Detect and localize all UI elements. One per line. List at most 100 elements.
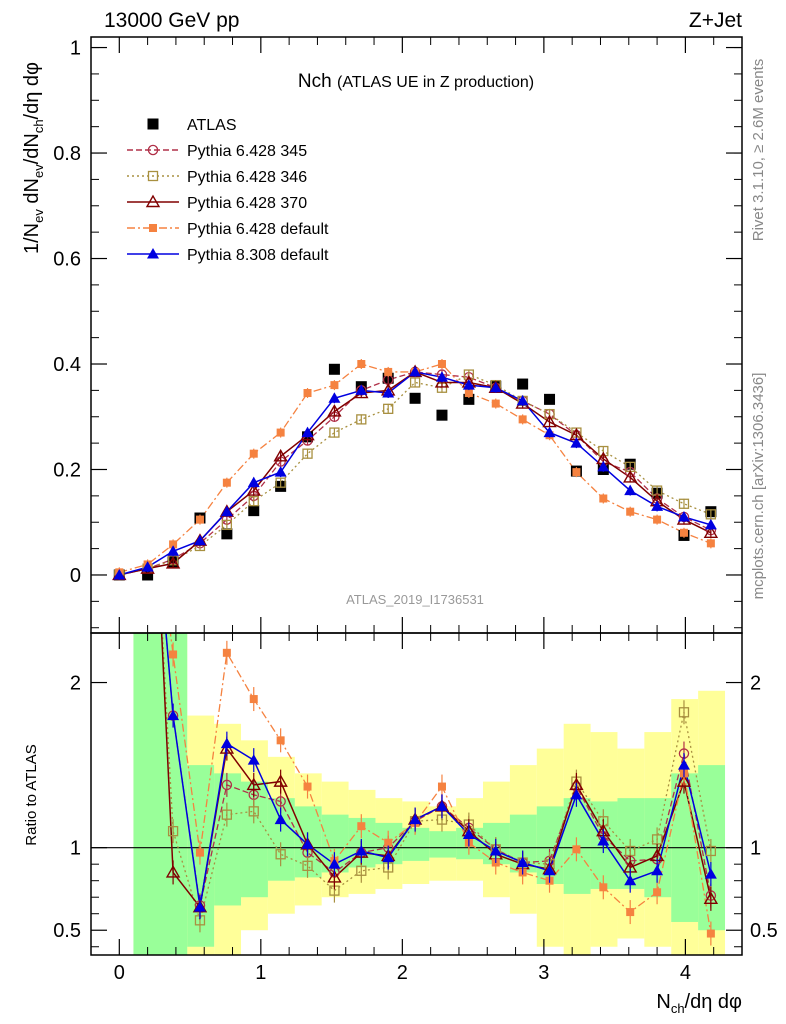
main-point-p346 — [409, 377, 421, 388]
band-green — [267, 798, 295, 881]
main-point-data — [328, 363, 340, 375]
ratio-point-p6def — [249, 695, 258, 704]
analysis-id-label: ATLAS_2019_I1736531 — [346, 592, 484, 607]
main-point-p8def — [704, 518, 717, 530]
plot-title-main: Nch — [298, 71, 332, 92]
main-point-p346 — [302, 448, 313, 459]
main-point-p8def — [382, 387, 395, 398]
main-point-p8def — [624, 484, 637, 496]
ratio-ytick-label-left: 1 — [70, 838, 81, 860]
main-point-data — [221, 528, 233, 540]
plot-title: Nch (ATLAS UE in Z production) — [298, 71, 534, 92]
main-point-p8def — [355, 384, 368, 395]
main-point-data — [436, 409, 448, 421]
ratio-line-p346 — [161, 633, 712, 923]
xtick-label: 0 — [114, 962, 125, 984]
main-point-p6def — [653, 515, 662, 524]
main-point-p8def — [274, 466, 287, 477]
legend-marker-p345 — [147, 144, 159, 156]
legend-marker-p370 — [145, 194, 161, 208]
ratio-point-p8def — [301, 838, 314, 849]
main-ytick-label: 0.4 — [53, 354, 81, 376]
main-point-p346 — [678, 498, 690, 509]
ratio-ytick-label-left: 2 — [70, 673, 81, 695]
plot-title-sub: (ATLAS UE in Z production) — [337, 74, 534, 91]
ratio-point-p370 — [273, 774, 288, 787]
ratio-point-p6def — [357, 822, 366, 831]
main-point-p8def — [435, 371, 448, 382]
ratio-point-p370 — [327, 869, 342, 883]
main-point-p8def — [141, 561, 154, 572]
ratio-point-p8def — [651, 864, 664, 876]
ratio-point-p345 — [221, 779, 233, 791]
main-panel — [112, 359, 719, 581]
main-point-p370 — [622, 469, 638, 483]
main-point-p6def — [357, 360, 366, 369]
main-point-p8def — [462, 379, 475, 390]
ratio-point-p8def — [570, 788, 583, 800]
main-point-p8def — [328, 392, 341, 403]
ratio-point-p8def — [543, 864, 556, 876]
ratio-point-p370 — [165, 865, 181, 878]
ratio-point-p8def — [193, 901, 206, 912]
ratio-point-p6def — [276, 736, 285, 745]
main-point-p6def — [169, 540, 178, 549]
main-point-p6def — [303, 389, 312, 398]
band-green — [429, 831, 457, 858]
ratio-point-p8def — [624, 874, 637, 886]
ratio-point-p8def — [516, 856, 529, 868]
ratio-point-p6def — [706, 929, 715, 938]
ratio-point-p8def — [704, 868, 717, 879]
ratio-point-p370 — [246, 777, 261, 791]
ratio-point-p6def — [303, 782, 312, 791]
ratio-point-p370 — [703, 891, 719, 905]
ratio-frame — [90, 632, 743, 956]
ratio-point-p6def — [195, 848, 204, 857]
xtick-label: 2 — [397, 962, 408, 984]
legend-marker-p346 — [147, 170, 159, 182]
main-point-p346 — [705, 509, 717, 520]
rivet-label: Rivet 3.1.10, ≥ 2.6M events — [750, 59, 767, 242]
main-point-p370 — [246, 483, 261, 496]
main-point-p370 — [273, 448, 288, 462]
energy-label: 13000 GeV pp — [104, 9, 239, 32]
main-point-p8def — [570, 437, 583, 448]
ratio-uncertainty-bands — [133, 633, 726, 955]
ratio-point-p8def — [677, 759, 690, 770]
band-green — [241, 781, 268, 898]
main-point-p6def — [572, 468, 581, 477]
ratio-ytick-label-right: 1 — [750, 838, 761, 860]
main-point-p370 — [434, 375, 450, 388]
main-point-p8def — [543, 426, 556, 438]
main-point-p346 — [248, 495, 259, 507]
xlabel: Nch/dη dφ — [656, 991, 742, 1016]
main-point-p6def — [464, 389, 473, 398]
legend: ATLAS Pythia 6.428 345 Pythia 6.428 346 Pyt… — [127, 117, 329, 264]
ratio-point-p6def — [169, 650, 178, 659]
main-point-p8def — [489, 381, 502, 393]
main-point-p8def — [247, 476, 260, 488]
main-point-p8def — [193, 534, 206, 546]
legend-label-p345: Pythia 6.428 345 — [187, 143, 307, 160]
legend-label-p6def: Pythia 6.428 default — [187, 221, 329, 238]
ratio-point-p8def — [167, 709, 180, 721]
main-point-p8def — [220, 505, 233, 517]
ratio-point-p8def — [489, 844, 502, 856]
main-point-data — [463, 393, 475, 405]
ratio-line-p8def — [165, 633, 712, 908]
main-point-p6def — [491, 399, 500, 408]
main-ytick-label: 0.8 — [53, 143, 81, 165]
ratio-point-p8def — [328, 858, 341, 869]
main-point-data — [409, 392, 421, 404]
ratio-point-p346 — [651, 834, 663, 845]
main-point-p370 — [542, 414, 557, 428]
main-point-p346 — [356, 414, 367, 425]
main-point-data — [248, 505, 260, 517]
ratio-point-p8def — [355, 844, 368, 856]
ratio-point-p346 — [248, 806, 259, 817]
xtick-label: 3 — [538, 962, 549, 984]
main-point-p6def — [706, 539, 715, 548]
ratio-point-p8def — [382, 851, 395, 863]
ratio-point-p8def — [220, 737, 233, 749]
main-point-p346 — [221, 519, 233, 531]
